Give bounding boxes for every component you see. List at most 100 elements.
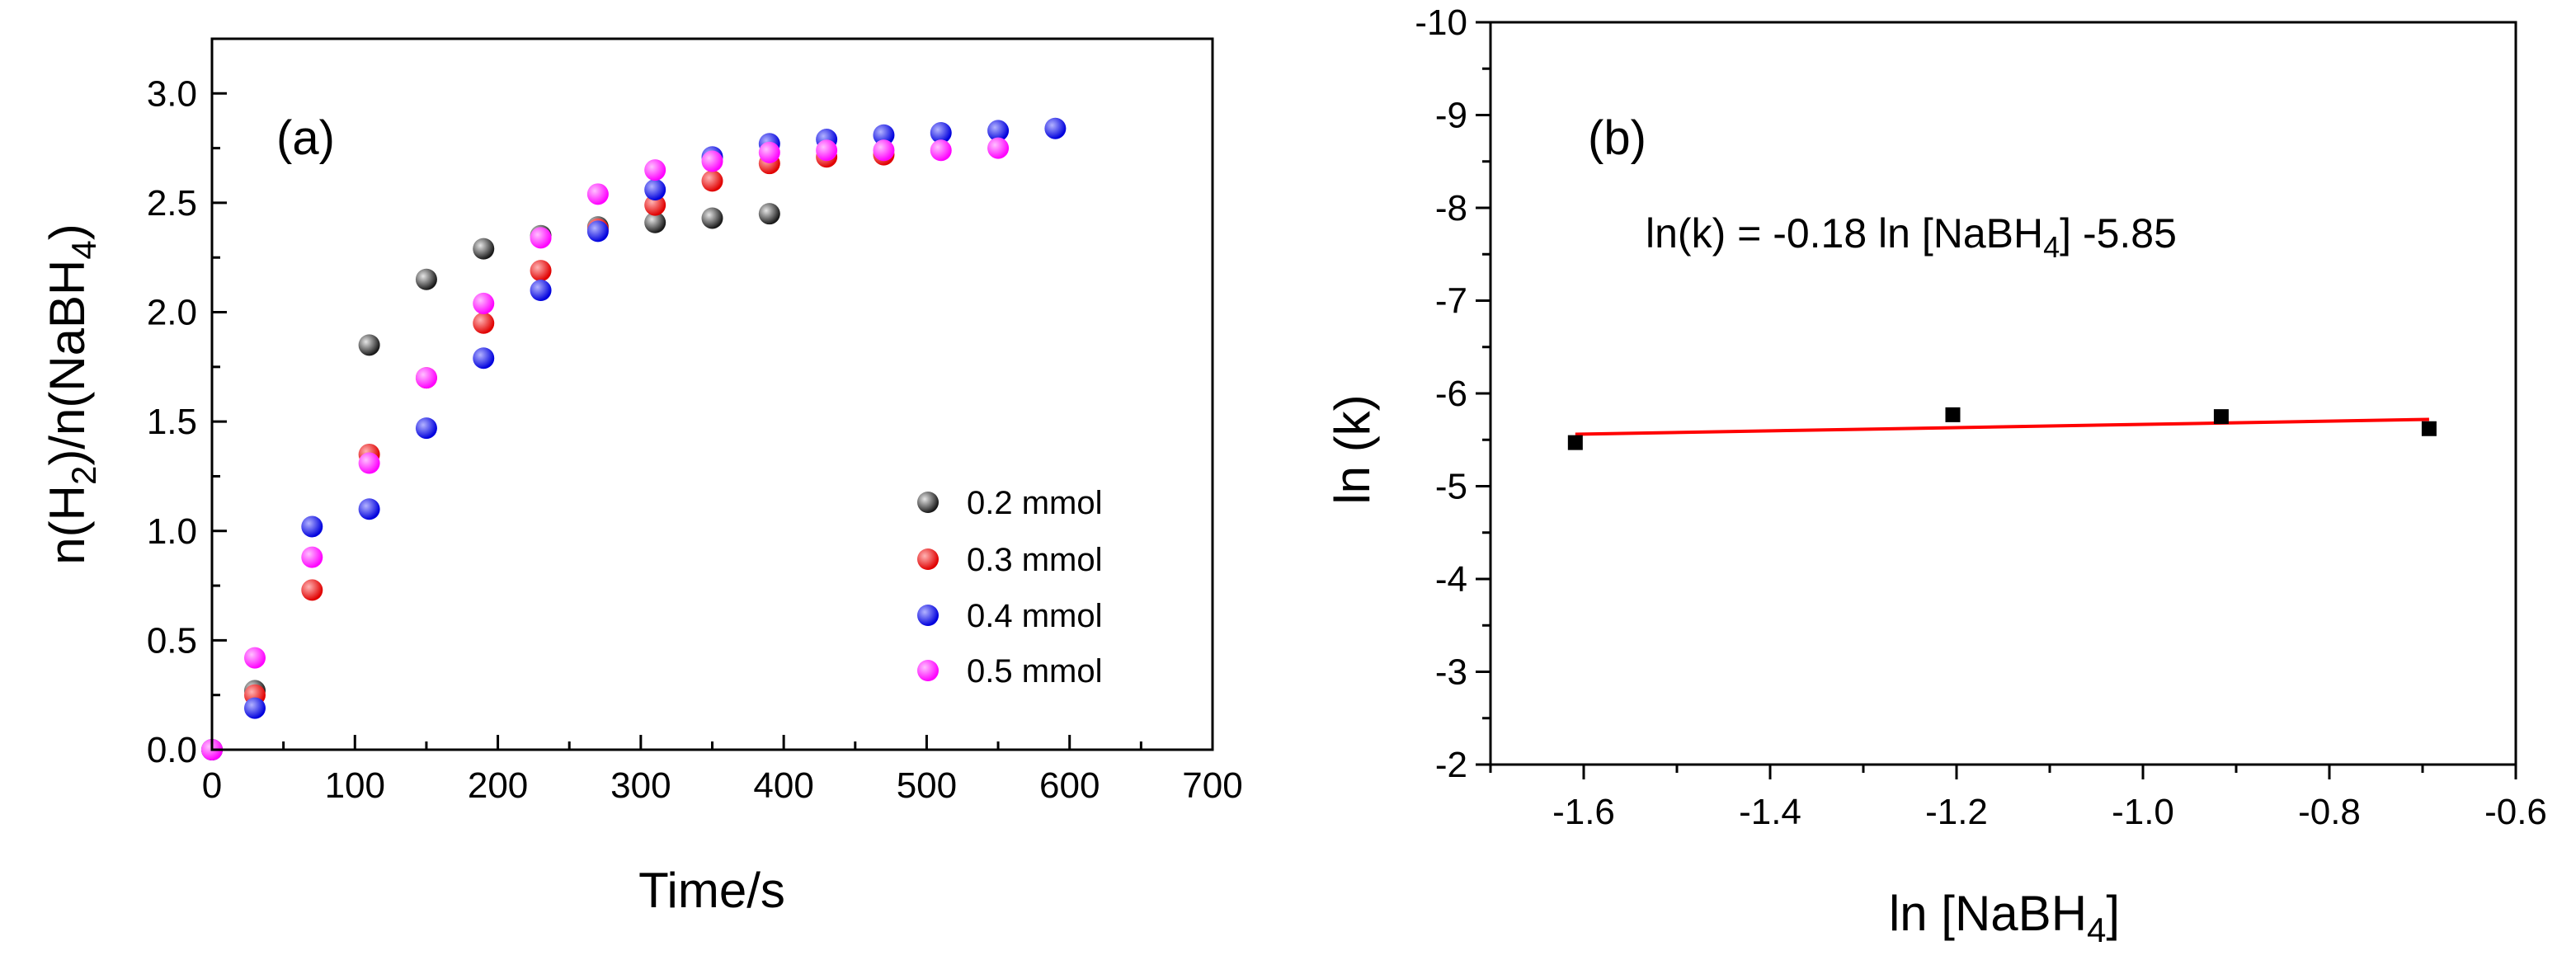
panel-b-fit-line (1575, 417, 2429, 436)
panel-a-y-tick-label: 3.0 (147, 73, 197, 114)
panel-a-y-tick-label: 0.0 (147, 730, 197, 770)
panel-a-x-tick-label: 300 (610, 765, 671, 806)
legend-entry-0: 0.2 mmol (917, 485, 1103, 521)
data-point (243, 697, 266, 719)
panel-b-y-tick-label: -8 (1435, 188, 1467, 228)
panel-b-x-tick-label: -1.0 (2112, 792, 2174, 832)
data-point (2421, 421, 2437, 436)
data-point (930, 122, 952, 144)
panel-a-y-tick-label: 0.5 (147, 620, 197, 661)
panel-b-x-tick-labels: -1.6 -1.4 -1.2 -1.0 -0.8 -0.6 (1552, 792, 2547, 832)
legend-entry-1: 0.3 mmol (917, 542, 1103, 578)
panel-b-y-tick-label: -5 (1435, 467, 1467, 507)
data-point (2213, 409, 2229, 425)
panel-a-x-tick-label: 0 (202, 765, 222, 806)
data-point (415, 417, 437, 440)
series-3 (201, 137, 1010, 760)
data-point (586, 220, 609, 242)
panel-a-ticks (210, 92, 1214, 751)
panel-a-x-tick-label: 200 (468, 765, 528, 806)
legend-marker-2 (917, 605, 939, 626)
panel-b-points (1567, 407, 2437, 450)
data-point (873, 124, 895, 146)
data-point (358, 498, 380, 520)
data-point (586, 183, 609, 205)
legend-marker-3 (917, 660, 939, 681)
panel-b-x-axis-title: ln [NaBH4] (1889, 886, 2120, 949)
data-point (530, 280, 552, 302)
data-point (473, 347, 495, 369)
panel-b-x-tick-label: -0.8 (2298, 792, 2361, 832)
panel-a: 0 100 200 300 400 500 600 700 0.0 0.5 1.0 1.5 2.0 2.… (40, 37, 1243, 918)
panel-b-x-tick-label: -1.6 (1552, 792, 1615, 832)
series-0 (201, 203, 780, 760)
legend-label-2: 0.4 mmol (967, 598, 1103, 634)
data-point (701, 150, 723, 172)
data-point (644, 211, 666, 233)
data-point (758, 141, 780, 163)
panel-b-frame (1489, 21, 2517, 766)
panel-a-frame (210, 37, 1214, 751)
panel-b-y-tick-label: -4 (1435, 559, 1467, 600)
panel-a-y-tick-label: 2.0 (147, 293, 197, 333)
legend-label-0: 0.2 mmol (967, 485, 1103, 521)
data-point (358, 452, 380, 474)
panel-b-ticks (1476, 21, 2517, 779)
panel-a-legend: 0.2 mmol 0.3 mmol 0.4 mmol 0.5 mmol (917, 485, 1103, 690)
panel-a-y-tick-label: 2.5 (147, 183, 197, 224)
panel-a-x-tick-label: 500 (897, 765, 957, 806)
panel-b-x-tick-label: -1.4 (1739, 792, 1801, 832)
panel-a-x-tick-label: 100 (325, 765, 385, 806)
panel-b: -1.6 -1.4 -1.2 -1.0 -0.8 -0.6 -2-3-4-5-6-7-8-… (1325, 2, 2547, 949)
panel-b-x-tick-label: -1.2 (1925, 792, 1988, 832)
panel-b-y-tick-label: -7 (1435, 281, 1467, 322)
data-point (301, 515, 323, 538)
panel-a-points (201, 117, 1067, 760)
panel-a-x-tick-label: 700 (1182, 765, 1242, 806)
data-point (473, 292, 495, 314)
panel-a-x-tick-label: 600 (1039, 765, 1100, 806)
data-point (358, 334, 380, 356)
panel-a-x-axis-title: Time/s (638, 863, 785, 918)
data-point (987, 137, 1010, 159)
panel-b-equation: ln(k) = -0.18 ln [NaBH4] -5.85 (1646, 210, 2177, 264)
data-point (415, 268, 437, 290)
panel-a-x-tick-labels: 0 100 200 300 400 500 600 700 (202, 765, 1243, 806)
legend-entry-3: 0.5 mmol (917, 653, 1103, 690)
data-point (644, 159, 666, 181)
panel-b-y-axis-title: ln (k) (1325, 394, 1380, 504)
data-point (1044, 117, 1067, 139)
data-point (415, 367, 437, 389)
data-point (473, 238, 495, 260)
data-point (873, 139, 895, 162)
panel-b-y-tick-labels: -2 -3 -4 -5 -6 -7 -8 -9 -10 (1415, 2, 1467, 785)
panel-b-y-tick-label: -10 (1415, 2, 1467, 43)
legend-label-1: 0.3 mmol (967, 542, 1103, 578)
data-point (644, 194, 666, 216)
data-point (758, 203, 780, 225)
data-point (816, 139, 838, 162)
legend-entry-2: 0.4 mmol (917, 598, 1103, 634)
panel-a-y-tick-labels: 0.0 0.5 1.0 1.5 2.0 2.5 3.0 (147, 73, 197, 770)
legend-marker-0 (917, 492, 939, 513)
panel-a-label: (a) (276, 111, 335, 165)
panel-b-y-tick-label: -2 (1435, 745, 1467, 785)
data-point (930, 139, 952, 162)
panel-b-y-tick-label: -9 (1435, 96, 1467, 136)
data-point (1567, 435, 1583, 450)
data-point (701, 207, 723, 229)
panel-a-y-tick-label: 1.0 (147, 511, 197, 552)
legend-label-3: 0.5 mmol (967, 653, 1103, 690)
data-point (530, 227, 552, 249)
data-point (701, 170, 723, 192)
panel-a-plot-area (201, 37, 1214, 760)
panel-a-y-axis-title: n(H2)/n(NaBH4) (40, 224, 103, 564)
panel-b-y-tick-label: -6 (1435, 374, 1467, 414)
data-point (530, 260, 552, 282)
data-point (1945, 407, 1961, 422)
data-point (301, 579, 323, 601)
data-point (644, 179, 666, 201)
data-point (243, 647, 266, 669)
data-point (301, 546, 323, 568)
